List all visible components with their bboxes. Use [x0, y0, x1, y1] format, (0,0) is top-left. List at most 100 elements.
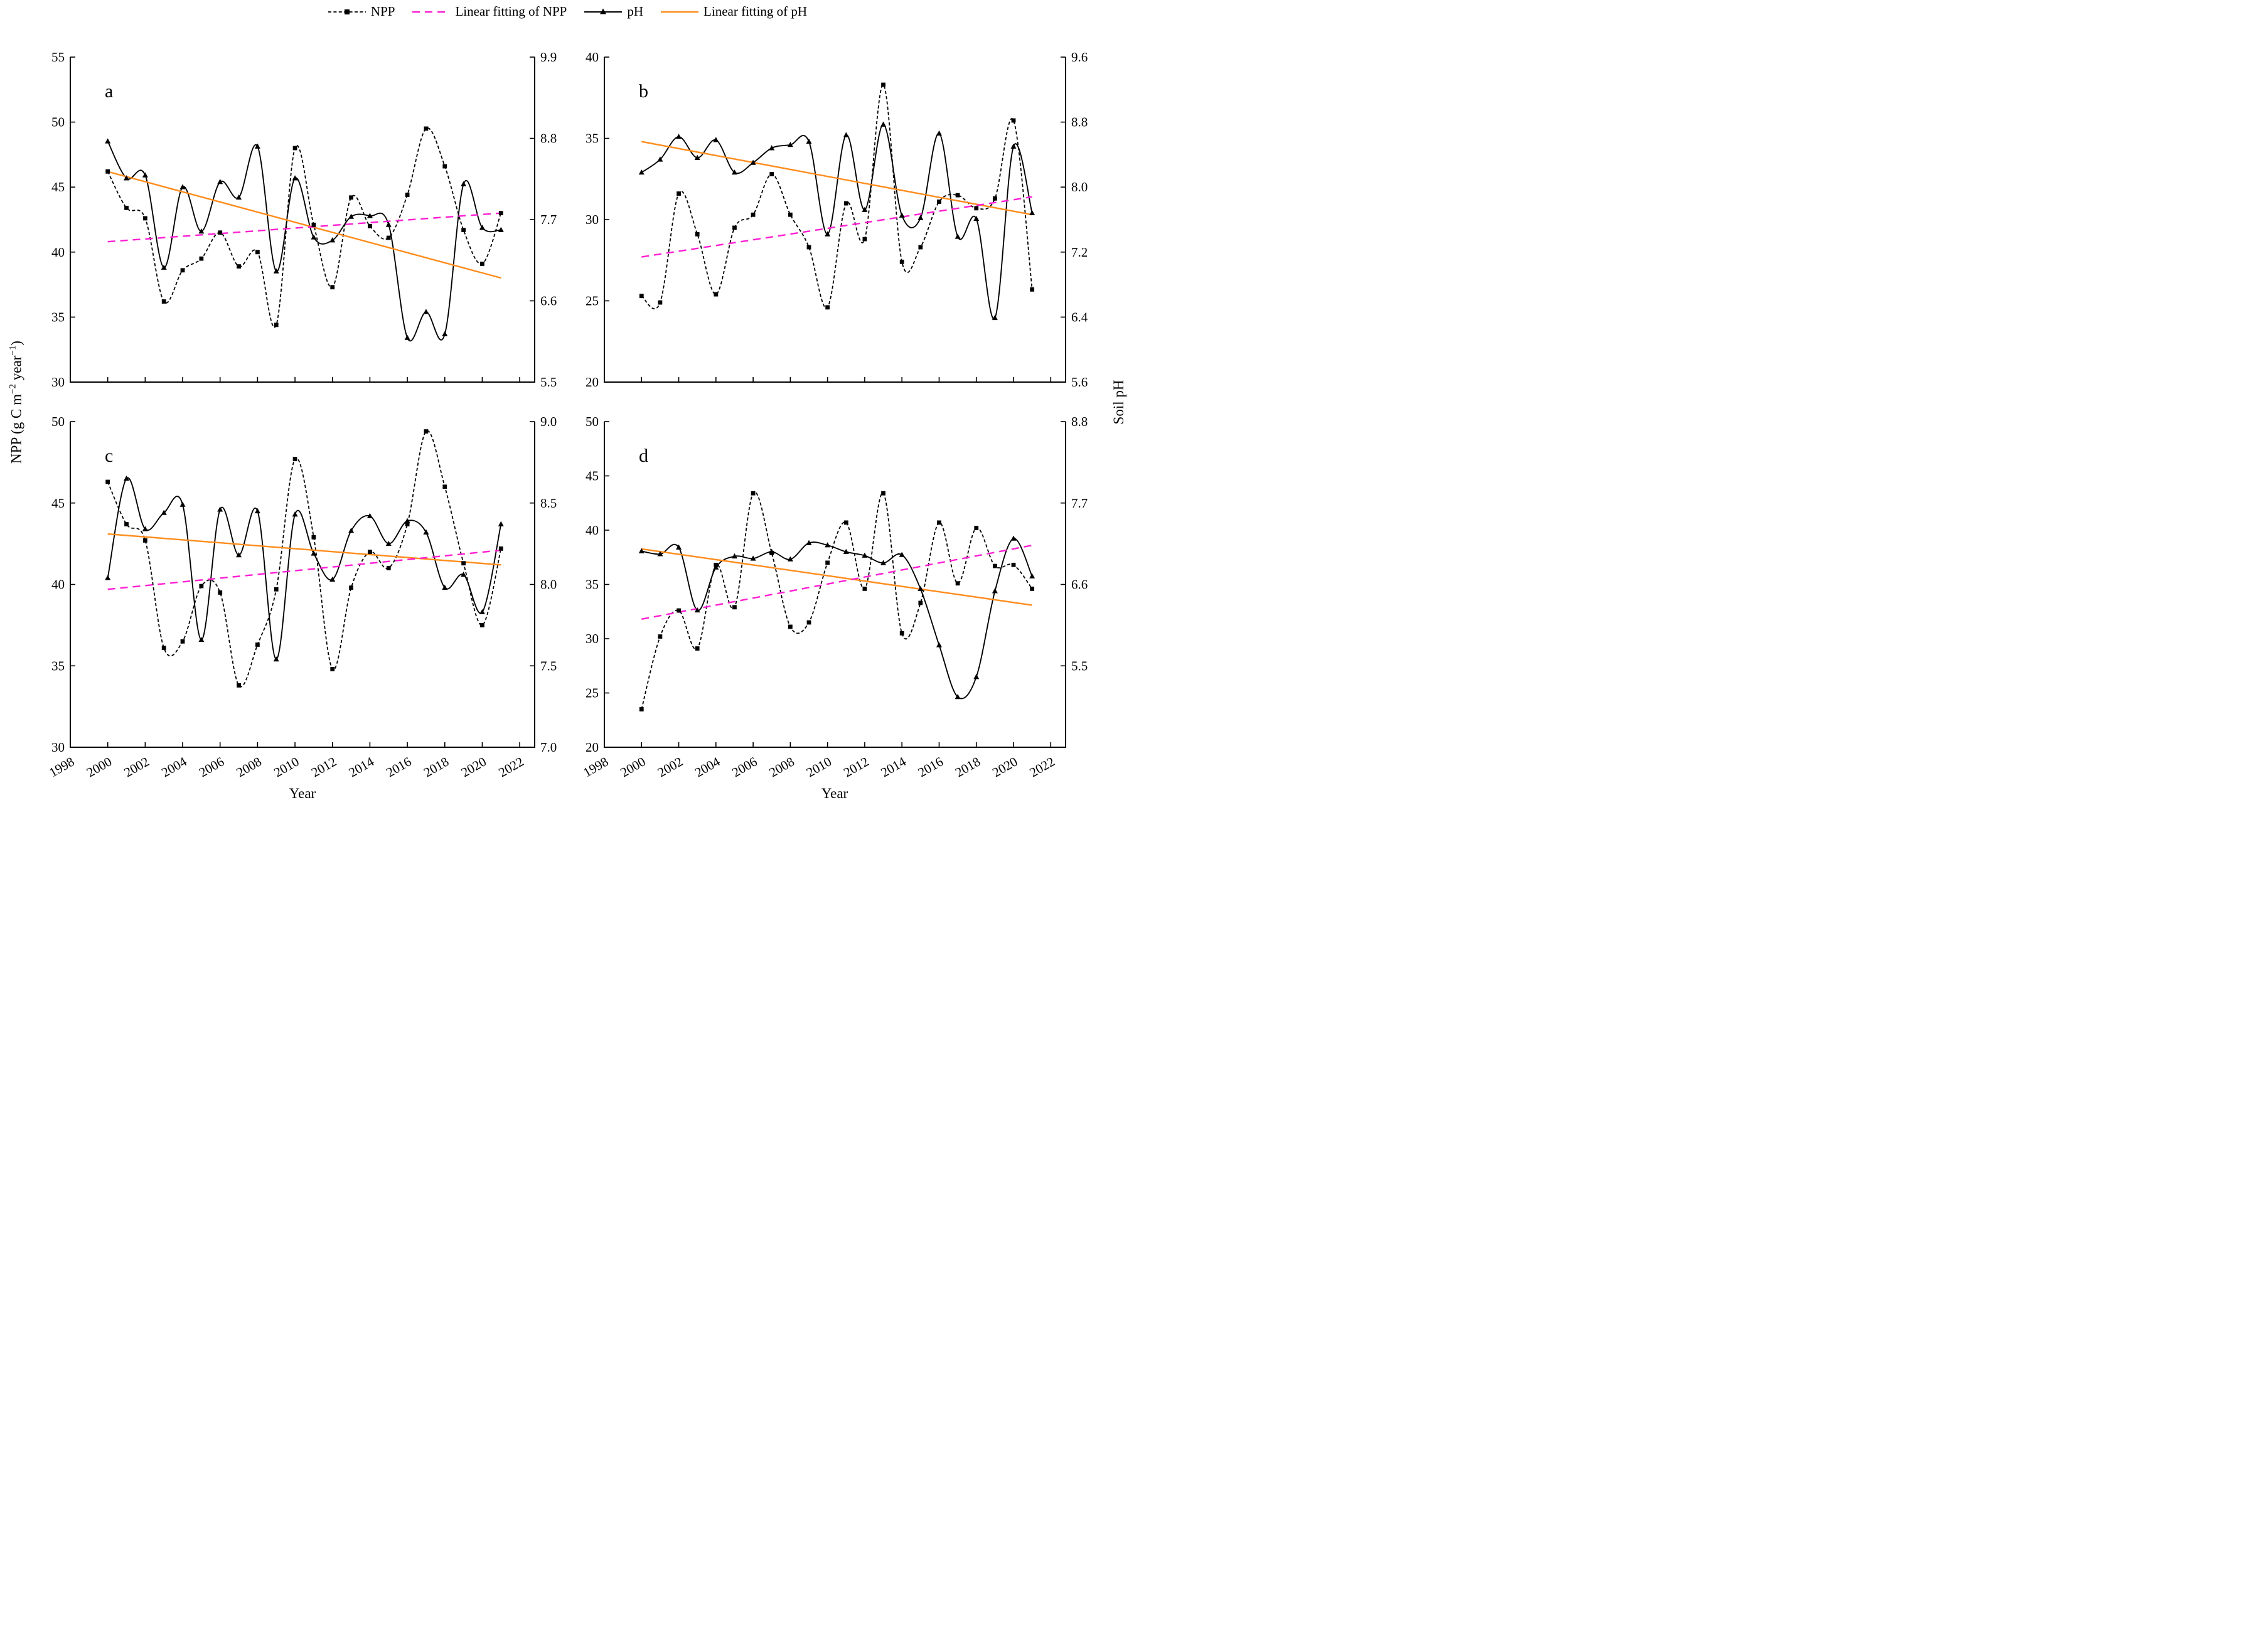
npp-point — [862, 237, 867, 242]
left-tick-label: 30 — [51, 375, 65, 390]
npp-point — [405, 522, 410, 526]
right-tick-label: 5.5 — [540, 375, 557, 390]
npp-point — [311, 222, 316, 227]
npp-point — [199, 256, 204, 261]
ph-point — [1029, 573, 1035, 578]
panel-letter-b: b — [639, 81, 648, 102]
npp-point — [751, 491, 756, 496]
y-axis-title-npp-sup2: −1 — [8, 345, 18, 356]
right-tick-label: 6.4 — [1071, 309, 1088, 324]
npp-point — [881, 82, 885, 87]
npp-point — [1030, 587, 1035, 591]
npp-point — [498, 211, 503, 216]
npp-point — [843, 201, 848, 206]
x-tick-label: 1998 — [46, 754, 77, 780]
npp-point — [918, 245, 923, 250]
npp-point — [274, 587, 279, 592]
markers-a — [105, 126, 504, 340]
npp-point — [237, 264, 241, 269]
npp-point — [180, 639, 185, 644]
ph-curve-d — [641, 538, 1033, 700]
npp-point — [105, 169, 110, 174]
ph-point — [1029, 210, 1035, 216]
panel-a-axes — [70, 57, 535, 383]
ph-point — [498, 226, 504, 232]
ph-curve-b — [641, 124, 1033, 320]
ph-point — [105, 575, 111, 580]
markers-b — [638, 82, 1035, 321]
ph-point — [713, 137, 719, 142]
y-axis-title-npp-text2: year — [8, 355, 24, 385]
ph-fit-line-b — [641, 141, 1032, 216]
panel-letter-d: d — [639, 445, 648, 466]
panel-a: 30 35 40 45 50 55 5.5 6.6 7.7 8.8 9.9 a — [51, 50, 557, 390]
ph-point — [217, 506, 223, 512]
right-tick-label: 8.8 — [1071, 115, 1088, 130]
npp-point — [142, 216, 147, 221]
npp-point — [639, 707, 644, 711]
ph-point — [236, 194, 242, 200]
left-tick-label: 25 — [586, 294, 599, 309]
ph-point — [423, 309, 429, 314]
npp-point — [695, 646, 700, 651]
ph-point — [198, 636, 205, 642]
x-tick-label: 2018 — [421, 754, 451, 780]
ph-point — [936, 130, 942, 136]
npp-point — [677, 191, 681, 196]
x-axis-title-year-left: Year — [289, 786, 316, 801]
ph-point — [461, 181, 467, 186]
x-tick-label: 2014 — [346, 754, 377, 780]
npp-point — [843, 520, 848, 525]
x-tick-label: 2010 — [271, 754, 301, 780]
ph-point — [329, 576, 336, 582]
x-tick-label: 2020 — [459, 754, 489, 780]
markers-c — [105, 429, 504, 688]
npp-point — [1030, 287, 1035, 292]
ph-point — [955, 233, 961, 239]
left-tick-label: 35 — [586, 131, 599, 146]
left-tick-label: 40 — [51, 577, 65, 592]
npp-point — [368, 223, 372, 228]
npp-curve-c — [107, 430, 502, 688]
npp-point — [292, 457, 297, 462]
ph-point — [1010, 535, 1017, 541]
npp-point — [330, 667, 335, 671]
npp-point — [161, 646, 166, 651]
ph-point — [273, 656, 279, 662]
npp-point — [330, 285, 335, 290]
legend-label-npp: NPP — [370, 4, 395, 19]
x-tick-label: 2004 — [692, 754, 723, 780]
npp-point — [806, 245, 811, 250]
y-axis-title-npp: NPP (g C m−2 year−1) — [8, 341, 25, 464]
left-tick-label: 40 — [51, 245, 65, 260]
right-tick-label: 6.6 — [1071, 577, 1088, 592]
npp-point — [180, 268, 185, 273]
right-tick-label: 7.0 — [540, 740, 557, 755]
left-tick-label: 55 — [51, 50, 65, 65]
ph-point — [917, 585, 924, 591]
ph-point — [657, 156, 663, 162]
ph-point — [862, 552, 868, 558]
npp-point — [955, 581, 960, 586]
left-tick-label: 20 — [586, 375, 599, 390]
npp-point — [349, 585, 353, 590]
npp-point — [498, 546, 503, 551]
npp-point — [992, 196, 997, 201]
npp-line-sample-icon — [328, 9, 366, 14]
npp-point — [992, 563, 997, 568]
ph-point — [385, 221, 392, 227]
legend-item-npp: NPP — [327, 4, 395, 19]
ph-point — [769, 145, 775, 151]
x-tick-label: 2008 — [766, 754, 796, 780]
ph-point — [385, 540, 392, 546]
ph-point — [479, 609, 485, 615]
ph-point — [404, 518, 410, 523]
npp-point — [937, 520, 941, 525]
x-tick-label: 2022 — [1027, 754, 1057, 780]
ph-point — [973, 215, 980, 221]
npp-point — [218, 590, 223, 595]
x-tick-label: 2020 — [990, 754, 1020, 780]
npp-point — [1011, 562, 1016, 567]
npp-point — [732, 605, 737, 610]
npp-point — [105, 479, 110, 484]
